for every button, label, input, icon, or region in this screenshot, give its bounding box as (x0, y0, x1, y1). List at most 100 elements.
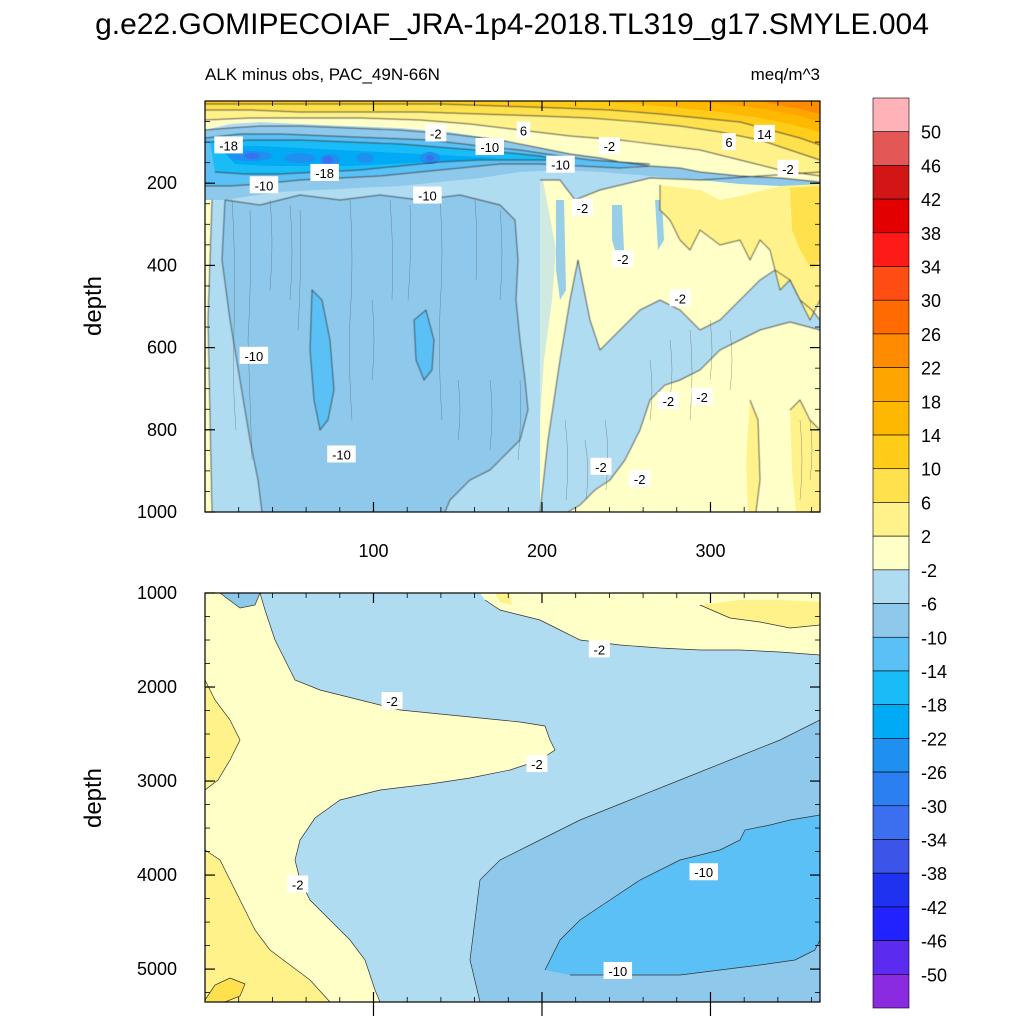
contour-label: -2 (588, 640, 610, 658)
colorbar-swatch (872, 704, 910, 739)
contour-label-text: -10 (480, 140, 499, 155)
ytick-label: 1000 (137, 502, 177, 522)
upper-contour-field: -18 -2 6 -10 -2 6 14 -18 -10 -10 -10 -2 -2 -2 -2 -10 -2 -… (205, 101, 820, 512)
contour-label: -10 (546, 155, 575, 173)
contour-label-text: 14 (757, 127, 771, 142)
contour-label-text: -10 (551, 158, 570, 173)
contour-label-text: -10 (418, 189, 437, 204)
colorbar-swatch (872, 738, 910, 773)
contour-label: -10 (603, 961, 633, 979)
colorbar-label: -30 (921, 797, 947, 817)
colorbar-swatch (872, 839, 910, 874)
colorbar-label: 50 (921, 123, 941, 143)
upper-ylabel: depth (80, 276, 107, 336)
colorbar-swatch (872, 333, 910, 368)
contour-label-text: -2 (593, 642, 605, 657)
contour-label-text: -10 (244, 349, 263, 364)
colorbar-swatch (872, 973, 910, 1009)
colorbar-label: 42 (921, 190, 941, 210)
colorbar-label: -14 (921, 662, 947, 682)
variable-label: ALK minus obs, PAC_49N-66N (205, 65, 440, 84)
colorbar-swatch (872, 266, 910, 301)
contour-label-text: -2 (430, 126, 442, 141)
contour-label-bg (546, 155, 575, 173)
colorbar-swatch (872, 670, 910, 705)
colorbar-label: -34 (921, 830, 947, 850)
colorbar-swatch (872, 535, 910, 571)
contour-label-text: -2 (674, 291, 686, 306)
contour-label-text: -2 (292, 877, 304, 892)
colorbar-label: -6 (921, 595, 937, 615)
colorbar-swatch (872, 502, 910, 537)
contour-label-text: -2 (782, 162, 794, 177)
ytick-label: 600 (147, 338, 177, 358)
contour-label-bg (413, 186, 442, 204)
colorbar-swatch (872, 872, 910, 908)
contour-label-bg (590, 457, 612, 475)
contour-label-bg (310, 163, 339, 181)
colorbar-swatch (872, 569, 910, 604)
contour-label-bg (425, 124, 447, 142)
contour-label: -2 (669, 289, 691, 307)
contour-label: -2 (777, 159, 799, 177)
colorbar-label: 34 (921, 258, 941, 278)
figure-title: g.e22.GOMIPECOIAF_JRA-1p4-2018.TL319_g17… (95, 8, 929, 41)
contour-label-bg (657, 392, 679, 410)
contour-label-bg (629, 470, 651, 488)
colorbar-label: 18 (921, 392, 941, 412)
colorbar-label: 30 (921, 291, 941, 311)
colorbar-swatch (872, 367, 910, 402)
contour-label: -2 (657, 392, 679, 410)
ytick-label: 2000 (137, 677, 177, 697)
lower-panel: -2 -2 -2 -2 -10 -10 1000 2000 3000 4000 5000 dept… (80, 583, 821, 1016)
colorbar-label: 46 (921, 156, 941, 176)
ytick-label: 5000 (137, 959, 177, 979)
colorbar-label: 6 (921, 493, 931, 513)
contour-label: -2 (590, 457, 612, 475)
contour-label-text: -10 (608, 964, 627, 979)
contour-label-bg (669, 289, 691, 307)
lower-axis-ticks: 1000 2000 3000 4000 5000 (137, 583, 820, 1016)
contour-label-text: -2 (386, 694, 398, 709)
colorbar: 50 46 42 38 34 30 26 22 18 14 10 6 2 -2 -6 -10 -14 -18 -22… (872, 97, 947, 1009)
colorbar-label: 2 (921, 527, 931, 547)
contour-label: -10 (239, 346, 269, 364)
contour-label-bg (475, 138, 505, 156)
colorbar-swatch (872, 603, 910, 638)
colorbar-swatch (872, 771, 910, 807)
upper-panel: -18 -2 6 -10 -2 6 14 -18 -10 -10 -10 -2 -2 -2 -2 -10 -2 -… (80, 100, 821, 561)
colorbar-label: -46 (921, 932, 947, 952)
contour-label-text: -18 (315, 166, 334, 181)
colorbar-label: -22 (921, 729, 947, 749)
colorbar-swatch (872, 906, 910, 941)
ytick-label: 3000 (137, 771, 177, 791)
colorbar-label: -42 (921, 898, 947, 918)
contour-label-bg (381, 692, 403, 710)
lower-frame (204, 592, 821, 1003)
contour-label-text: -2 (604, 139, 616, 154)
contour-label-bg (689, 863, 718, 881)
contour-label-bg (598, 137, 620, 155)
colorbar-label: -38 (921, 864, 947, 884)
colorbar-label: 10 (921, 460, 941, 480)
colorbar-swatch (872, 940, 910, 975)
units-label: meq/m^3 (751, 65, 820, 84)
colorbar-swatch (872, 232, 910, 267)
contour-label-bg (516, 121, 531, 139)
contour-label: -2 (425, 124, 447, 142)
contour-label-text: 6 (520, 124, 527, 139)
colorbar-label: -50 (921, 965, 947, 985)
xtick-label: 200 (527, 541, 557, 561)
contour-label-bg (588, 640, 610, 658)
contour-label: -18 (310, 163, 339, 181)
colorbar-label: -2 (921, 561, 937, 581)
colorbar-swatch (872, 434, 910, 470)
contour-label-text: 6 (725, 135, 732, 150)
lower-contour-field: -2 -2 -2 -2 -10 -10 (205, 593, 820, 1002)
upper-contour-labels: -18 -2 6 -10 -2 6 14 -18 -10 -10 -10 -2 -2 -2 -2 -10 -2 -… (214, 121, 799, 488)
contour-label: -10 (249, 176, 279, 194)
ytick-label: 4000 (137, 865, 177, 885)
colorbar-swatch (872, 636, 910, 672)
contour-label: -2 (629, 470, 651, 488)
contour-label-bg (612, 250, 634, 268)
